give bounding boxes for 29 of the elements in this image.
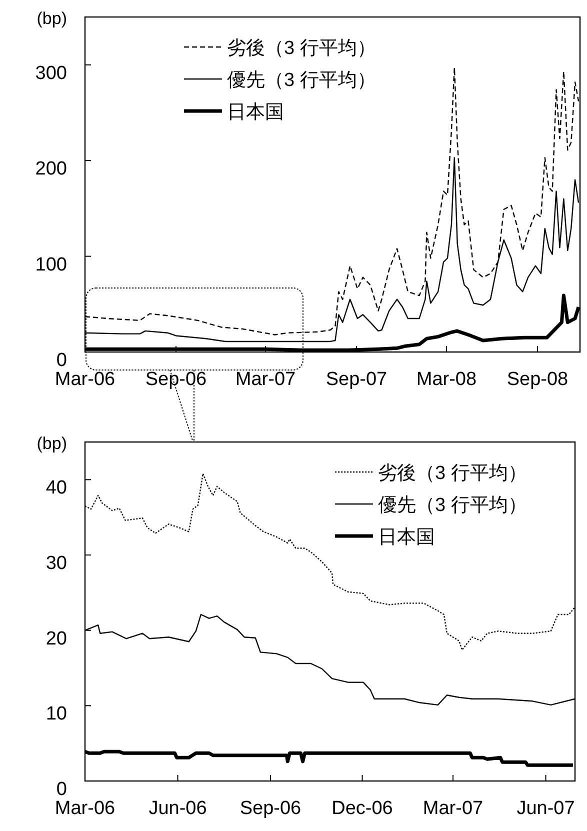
x-tick-label: Jun-06	[148, 798, 207, 819]
x-tick-label: Sep-06	[240, 798, 302, 819]
legend-label: 優先（3 行平均）	[378, 495, 527, 516]
legend-label: 日本国	[227, 102, 284, 123]
x-tick-label: Mar-06	[54, 369, 116, 390]
y-axis-title: (bp)	[36, 9, 67, 28]
y-tick-label: 100	[35, 254, 67, 276]
y-tick-label: 40	[46, 478, 67, 499]
x-tick-label: Dec-06	[332, 798, 393, 819]
x-tick-label: Sep-08	[506, 369, 568, 390]
y-tick-label: 300	[35, 62, 67, 84]
y-tick-label: 0	[56, 779, 67, 800]
x-tick-label: Sep-06	[145, 369, 207, 390]
legend-label: 日本国	[378, 527, 435, 548]
y-tick-label: 30	[46, 553, 67, 574]
y-tick-label: 20	[46, 628, 67, 650]
legend-label: 劣後（3 行平均）	[227, 38, 376, 59]
x-tick-label: Mar-07	[422, 798, 484, 819]
x-tick-label: Jun-07	[516, 798, 575, 819]
x-tick-label: Mar-06	[54, 798, 116, 819]
x-tick-label: Sep-07	[326, 369, 388, 390]
legend-label: 劣後（3 行平均）	[378, 463, 527, 484]
y-axis-title: (bp)	[36, 434, 67, 453]
y-tick-label: 200	[35, 158, 67, 180]
x-tick-label: Mar-08	[416, 369, 477, 390]
x-tick-label: Mar-07	[235, 369, 296, 390]
y-tick-label: 10	[46, 704, 67, 725]
y-tick-label: 0	[56, 350, 67, 371]
legend-label: 優先（3 行平均）	[227, 70, 376, 91]
